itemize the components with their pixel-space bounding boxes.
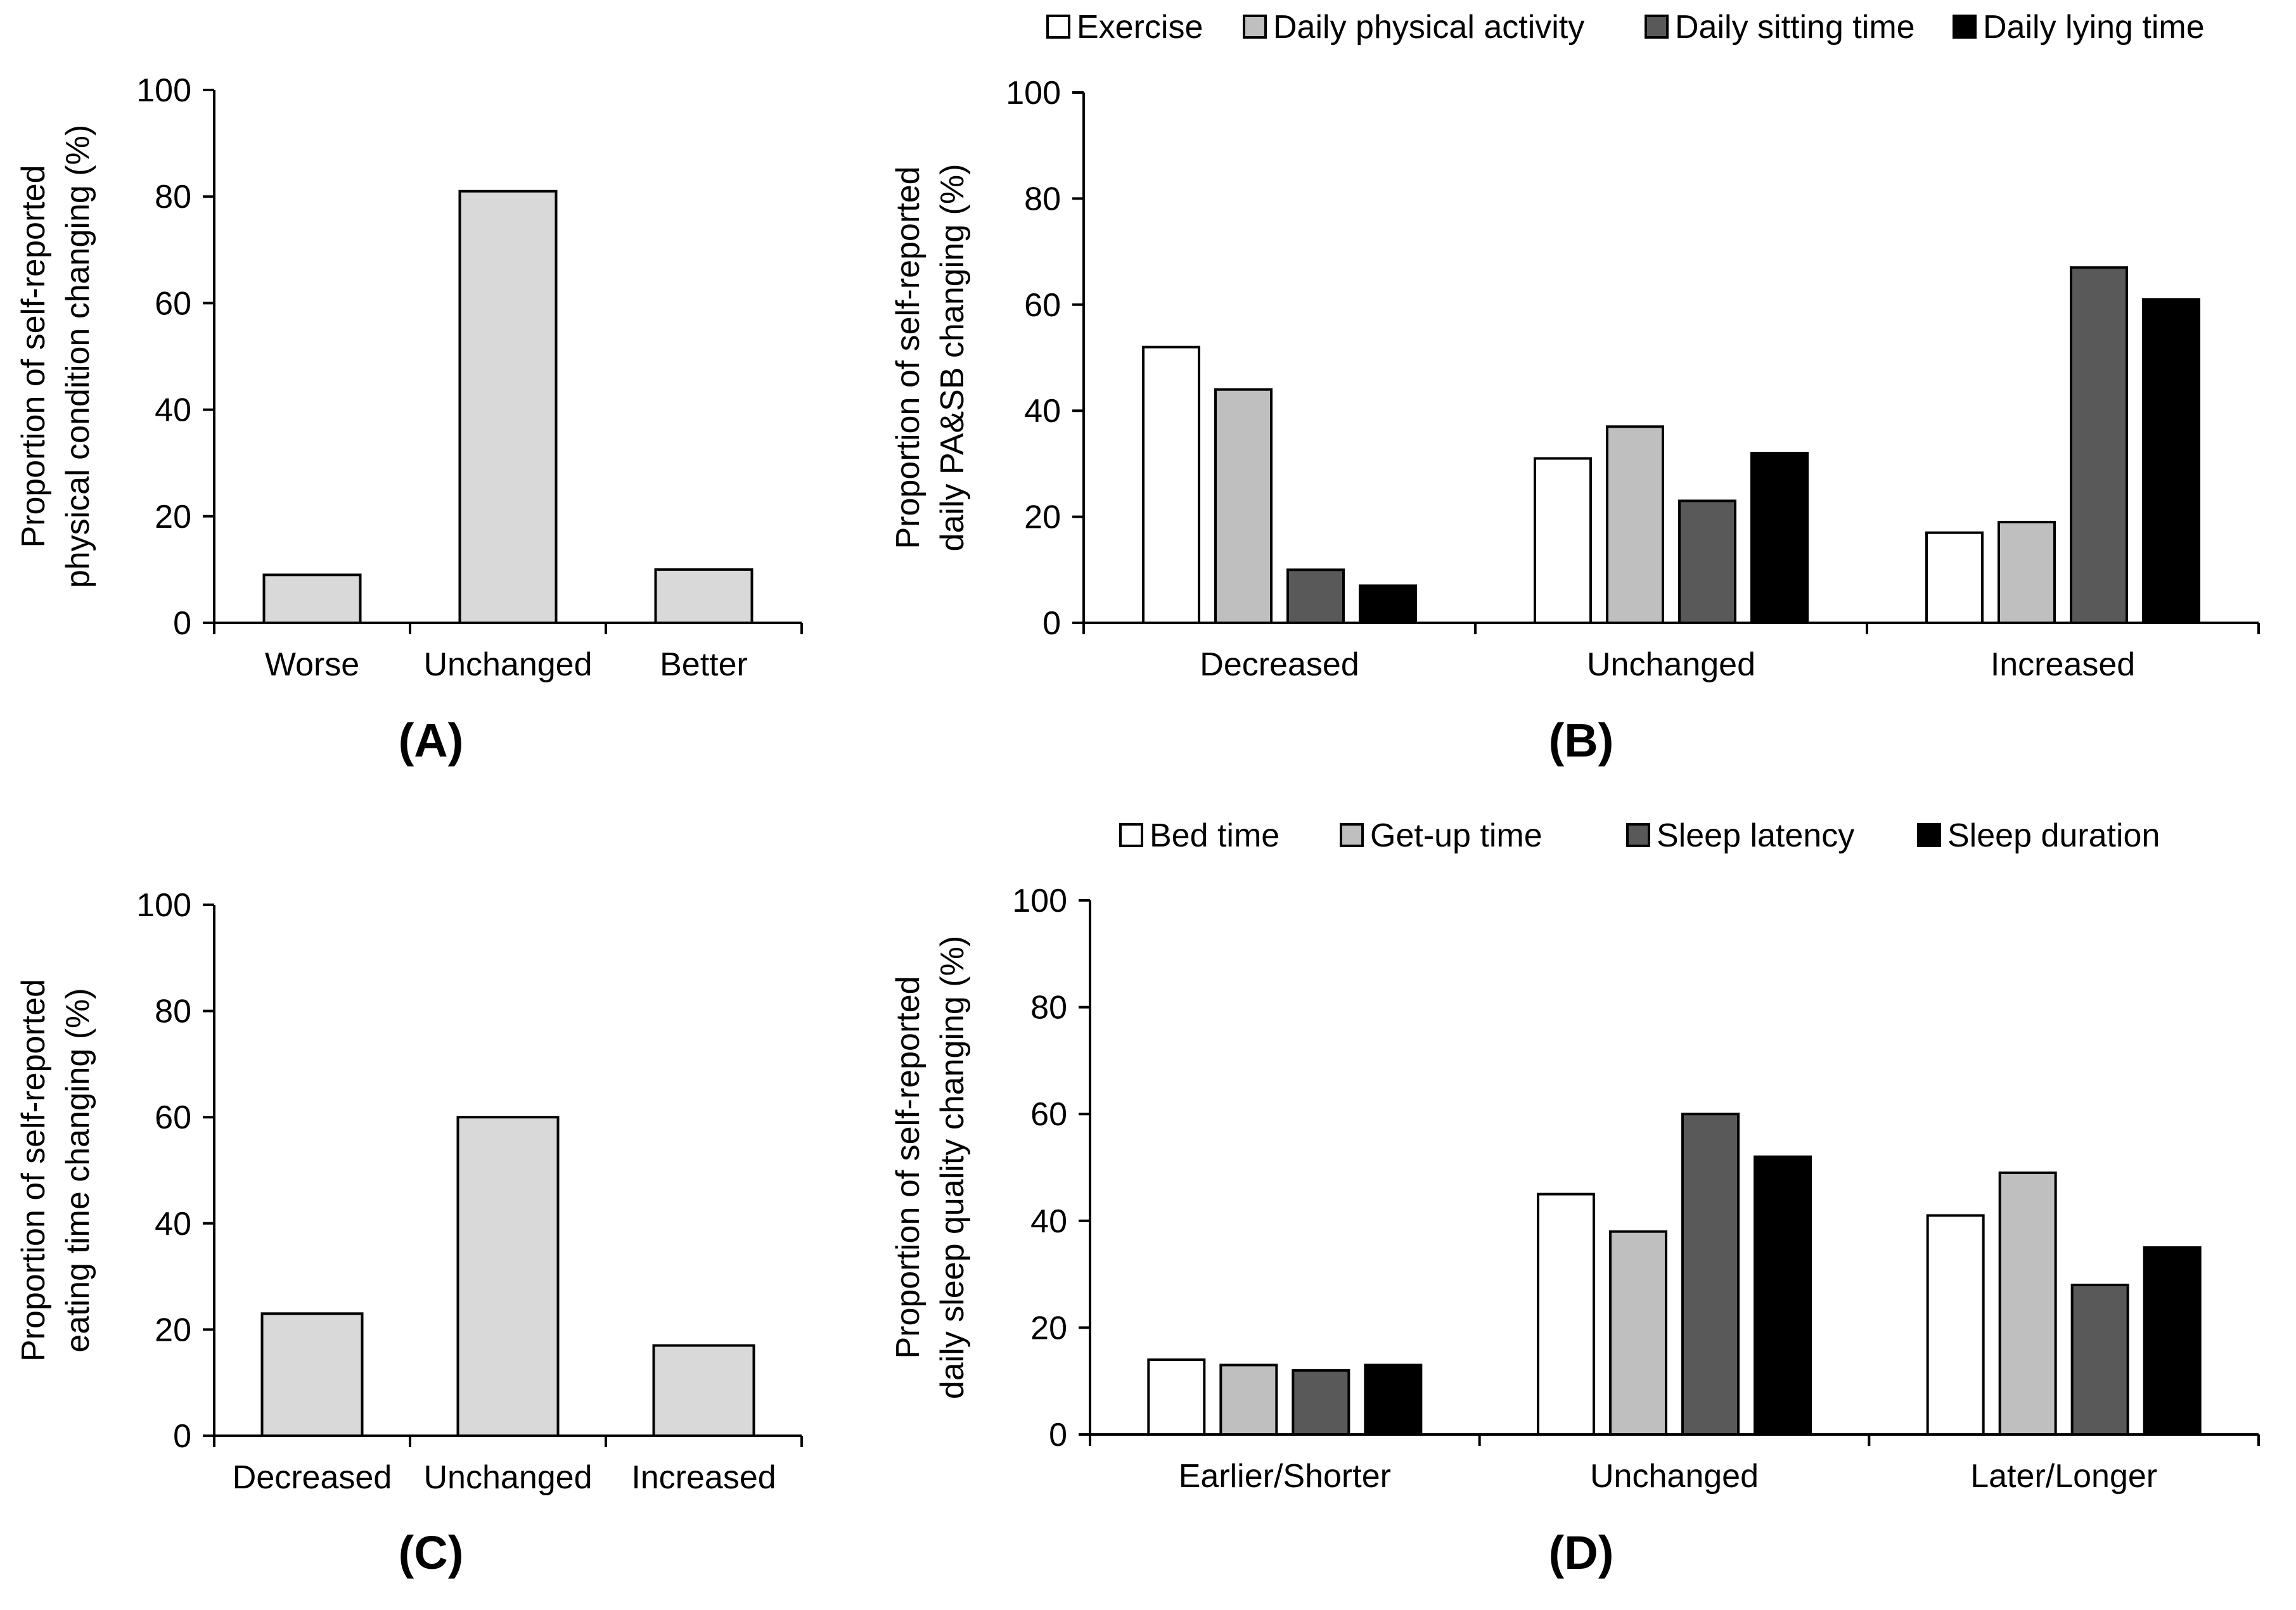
legend-swatch-sleep-latency [1626, 823, 1650, 847]
y-tick-label: 0 [173, 1418, 191, 1455]
y-tick-label: 80 [155, 993, 191, 1030]
bar-get-up-time-unchanged [1609, 1230, 1667, 1436]
bar-physical-condition-better [654, 568, 754, 625]
bar-exercise-increased [1925, 531, 1984, 625]
bar-daily-physical-activity-increased [1998, 520, 2056, 624]
bar-sleep-latency-later-longer [2070, 1283, 2129, 1436]
y-tick-label: 40 [1030, 1203, 1067, 1240]
chart-panel-c: 0 20 40 60 80 100 Proportion of self-reported e… [15, 887, 803, 1579]
panel-label: (A) [399, 714, 464, 767]
bar-eating-time-increased [652, 1344, 755, 1438]
bar-daily-lying-time-decreased [1359, 584, 1417, 624]
legend-label: Daily lying time [1983, 9, 2205, 46]
x-category-label: Earlier/Shorter [1179, 1458, 1391, 1495]
legend-label: Get-up time [1370, 817, 1542, 854]
y-tick-label: 0 [1042, 605, 1061, 642]
bar-get-up-time-later-longer [1998, 1171, 2057, 1436]
bar-eating-time-unchanged [456, 1116, 560, 1437]
y-tick-label: 40 [1024, 393, 1061, 430]
x-category-label: Increased [1991, 646, 2135, 683]
y-axis-label-line: physical condition changing (%) [60, 125, 96, 588]
x-category-label: Increased [631, 1459, 776, 1496]
y-tick-label: 60 [1024, 287, 1061, 324]
bar-bed-time-earlier-shorter [1147, 1358, 1206, 1436]
y-axis-label-line: Proportion of self-reported [890, 166, 927, 549]
bar-bed-time-later-longer [1926, 1214, 1985, 1436]
legend-swatch-sleep-duration [1917, 823, 1941, 847]
bar-physical-condition-worse [262, 573, 362, 624]
bar-exercise-decreased [1142, 345, 1200, 624]
bar-daily-lying-time-increased [2142, 298, 2200, 624]
x-category-label: Decreased [1200, 646, 1359, 683]
bar-sleep-duration-later-longer [2143, 1246, 2202, 1436]
legend-label: Daily sitting time [1675, 9, 1915, 46]
x-category-label: Better [660, 646, 748, 683]
chart-panel-a: 0 20 40 60 80 100 Proportion of self-reported p… [15, 72, 803, 767]
legend-swatch-daily-sitting-time [1645, 15, 1669, 39]
bar-daily-lying-time-unchanged [1750, 452, 1809, 624]
y-tick-label: 60 [155, 285, 191, 322]
legend-label: Exercise [1077, 9, 1203, 46]
chart-panel-b: 0 20 40 60 80 100 Proportion of self-reported d… [890, 9, 2260, 767]
y-tick-label: 80 [155, 179, 191, 215]
panel-label: (D) [1549, 1526, 1614, 1579]
bar-sleep-duration-earlier-shorter [1364, 1364, 1423, 1436]
y-tick-label: 20 [1030, 1310, 1067, 1346]
x-category-label: Unchanged [424, 1459, 593, 1496]
bar-daily-physical-activity-unchanged [1606, 425, 1664, 624]
bar-daily-sitting-time-unchanged [1678, 499, 1736, 624]
y-tick-label: 100 [136, 72, 191, 109]
legend-label: Sleep latency [1657, 817, 1854, 854]
y-tick-label: 40 [155, 392, 191, 429]
y-tick-label: 20 [155, 499, 191, 535]
y-axis-label-line: eating time changing (%) [60, 988, 96, 1352]
y-tick-label: 0 [173, 605, 191, 642]
y-tick-label: 80 [1030, 990, 1067, 1026]
legend-swatch-exercise [1046, 15, 1070, 39]
x-category-label: Worse [265, 646, 359, 683]
bar-daily-physical-activity-decreased [1214, 388, 1273, 624]
legend-label: Daily physical activity [1273, 9, 1584, 46]
legend-label: Sleep duration [1947, 817, 2160, 854]
y-axis-label-line: Proportion of self-reported [15, 979, 52, 1362]
bar-physical-condition-unchanged [458, 189, 558, 625]
legend-swatch-bed-time [1119, 823, 1143, 847]
panel-label: (B) [1549, 714, 1614, 767]
legend-swatch-daily-physical-activity [1243, 15, 1267, 39]
y-tick-label: 80 [1024, 181, 1061, 217]
y-axis-label-line: Proportion of self-reported [15, 165, 52, 547]
y-tick-label: 100 [136, 887, 191, 924]
x-category-label: Unchanged [1587, 646, 1755, 683]
y-tick-label: 100 [1012, 883, 1067, 919]
y-tick-label: 20 [1024, 499, 1061, 536]
bar-bed-time-unchanged [1537, 1192, 1595, 1436]
bar-get-up-time-earlier-shorter [1219, 1364, 1278, 1436]
chart-panel-d: 0 20 40 60 80 100 Proportion of self-reported d… [890, 817, 2260, 1579]
x-category-label: Unchanged [424, 646, 593, 683]
bar-daily-sitting-time-decreased [1286, 568, 1345, 624]
bar-sleep-latency-earlier-shorter [1292, 1369, 1350, 1436]
x-category-label: Later/Longer [1970, 1458, 2157, 1495]
y-tick-label: 20 [155, 1312, 191, 1348]
y-tick-label: 60 [155, 1099, 191, 1136]
bar-exercise-unchanged [1534, 457, 1592, 625]
bar-sleep-duration-unchanged [1754, 1155, 1812, 1436]
y-tick-label: 0 [1049, 1417, 1067, 1453]
bar-daily-sitting-time-increased [2070, 266, 2128, 624]
x-category-label: Unchanged [1590, 1458, 1759, 1495]
legend-label: Bed time [1150, 817, 1279, 854]
y-tick-label: 100 [1006, 75, 1061, 112]
legend-swatch-get-up-time [1340, 823, 1364, 847]
bar-sleep-latency-unchanged [1681, 1113, 1740, 1436]
y-tick-label: 40 [155, 1206, 191, 1243]
panel-label: (C) [399, 1526, 464, 1579]
legend-swatch-daily-lying-time [1953, 15, 1977, 39]
y-axis-label-line: daily sleep quality changing (%) [934, 936, 971, 1399]
bar-eating-time-decreased [260, 1312, 364, 1438]
y-axis-label-line: Proportion of self-reported [890, 976, 927, 1358]
x-category-label: Decreased [233, 1459, 392, 1496]
y-tick-label: 60 [1030, 1096, 1067, 1133]
y-axis-label-line: daily PA&SB changing (%) [934, 164, 971, 552]
